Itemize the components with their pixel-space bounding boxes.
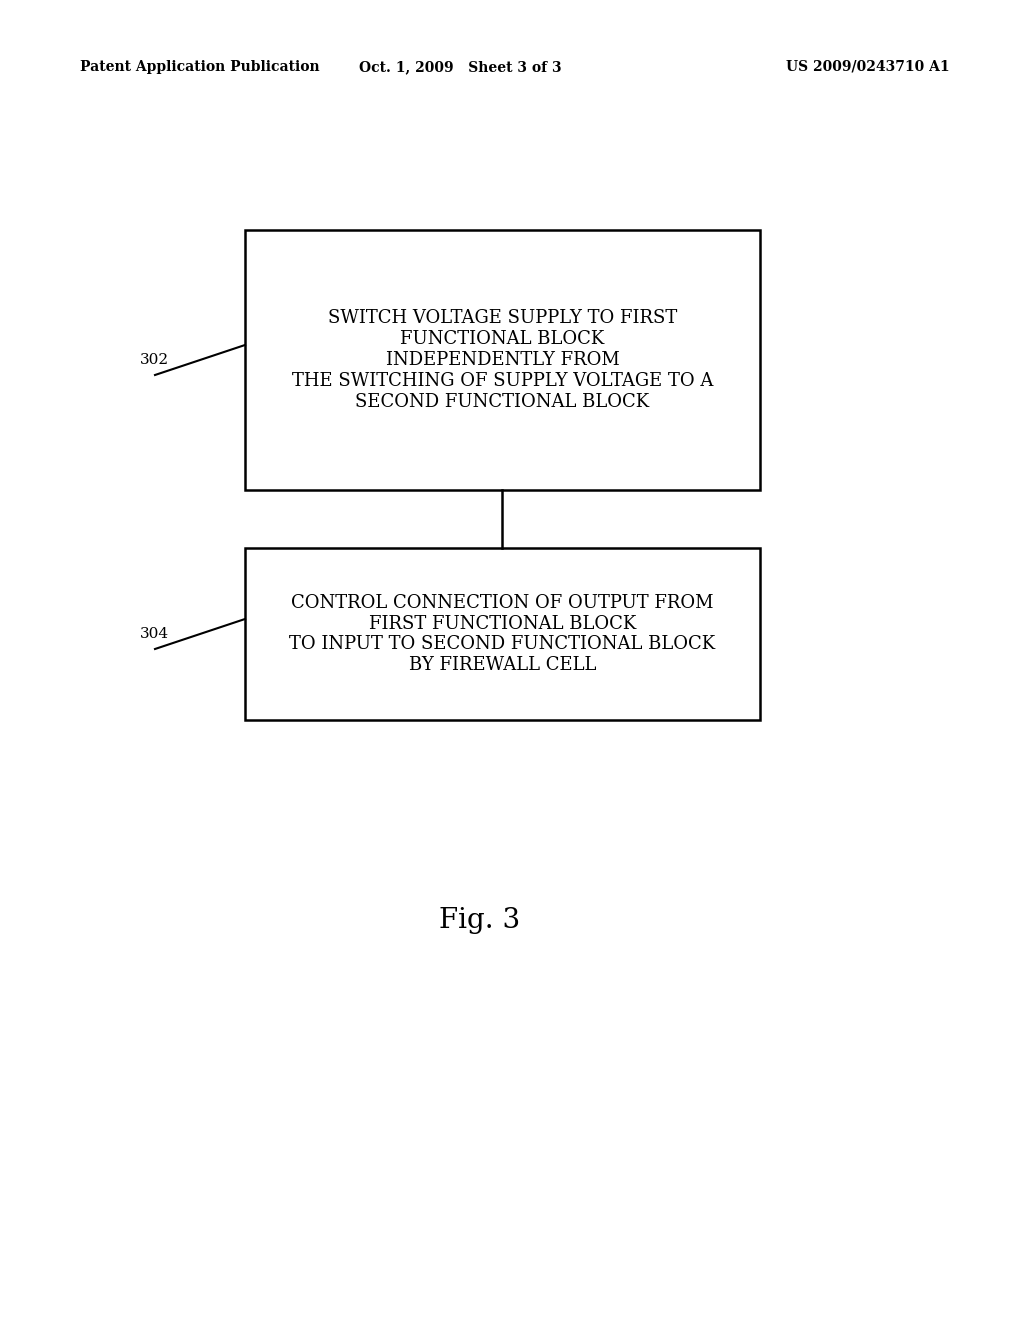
Text: 304: 304 — [140, 627, 169, 642]
Text: Patent Application Publication: Patent Application Publication — [80, 59, 319, 74]
Text: US 2009/0243710 A1: US 2009/0243710 A1 — [786, 59, 950, 74]
Text: SWITCH VOLTAGE SUPPLY TO FIRST
FUNCTIONAL BLOCK
INDEPENDENTLY FROM
THE SWITCHING: SWITCH VOLTAGE SUPPLY TO FIRST FUNCTIONA… — [292, 309, 713, 411]
Text: Fig. 3: Fig. 3 — [439, 907, 520, 933]
Text: CONTROL CONNECTION OF OUTPUT FROM
FIRST FUNCTIONAL BLOCK
TO INPUT TO SECOND FUNC: CONTROL CONNECTION OF OUTPUT FROM FIRST … — [290, 594, 716, 675]
Bar — [245, 230, 760, 490]
Text: 302: 302 — [140, 352, 169, 367]
Bar — [245, 548, 760, 719]
Text: Oct. 1, 2009   Sheet 3 of 3: Oct. 1, 2009 Sheet 3 of 3 — [358, 59, 561, 74]
